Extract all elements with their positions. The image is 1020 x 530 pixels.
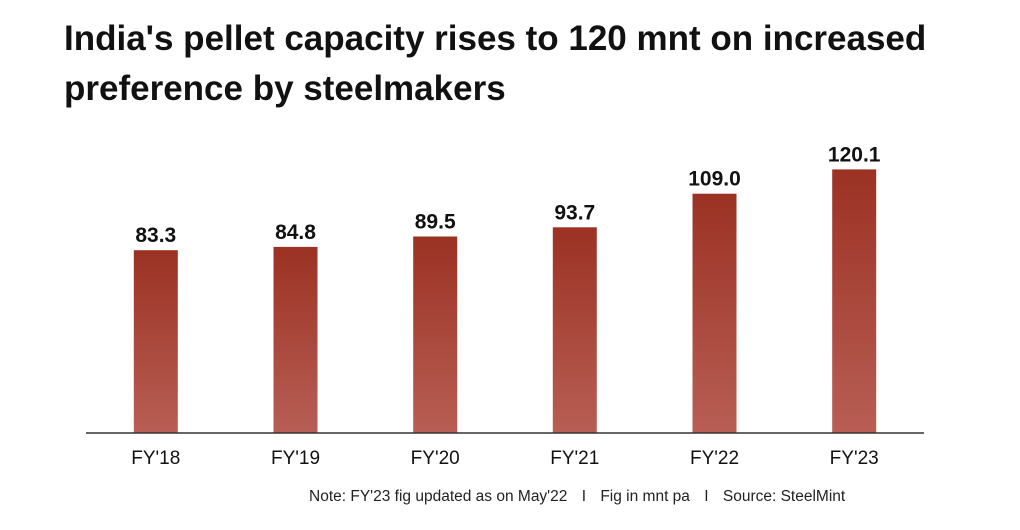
unit-note: Fig in mnt pa [600, 488, 690, 505]
value-label: 109.0 [688, 168, 741, 191]
bar-fy20 [413, 236, 458, 433]
x-tick-label: FY'22 [690, 448, 739, 469]
bar-fy21 [552, 227, 597, 433]
value-label: 83.3 [135, 224, 176, 247]
separator: I [704, 488, 709, 505]
value-label: 84.8 [275, 221, 316, 244]
bar-fy19 [273, 246, 318, 433]
value-label: 89.5 [415, 211, 456, 234]
bar-fy23 [832, 169, 877, 433]
separator: I [581, 488, 587, 505]
value-label: 93.7 [554, 201, 595, 224]
x-tick-labels-group: FY'18 FY'19 FY'20 FY'21 FY'22 FY'23 [131, 448, 878, 469]
bars-group [133, 169, 877, 433]
value-labels-group: 83.3 84.8 89.5 93.7 109.0 120.1 [135, 143, 880, 247]
x-tick-label: FY'18 [131, 448, 180, 469]
x-tick-label: FY'19 [271, 448, 320, 469]
chart-title: India's pellet capacity rises to 120 mnt… [64, 19, 927, 108]
value-label: 120.1 [828, 143, 881, 166]
x-tick-label: FY'20 [411, 448, 460, 469]
x-tick-label: FY'21 [550, 448, 599, 469]
note-text: Note: FY'23 fig updated as on May'22 [309, 488, 568, 505]
bar-fy18 [133, 250, 178, 433]
x-tick-label: FY'23 [830, 448, 879, 469]
bar-fy22 [692, 193, 737, 433]
footer-note: Note: FY'23 fig updated as on May'22 I F… [309, 488, 845, 506]
source-text: Source: SteelMint [722, 488, 846, 505]
